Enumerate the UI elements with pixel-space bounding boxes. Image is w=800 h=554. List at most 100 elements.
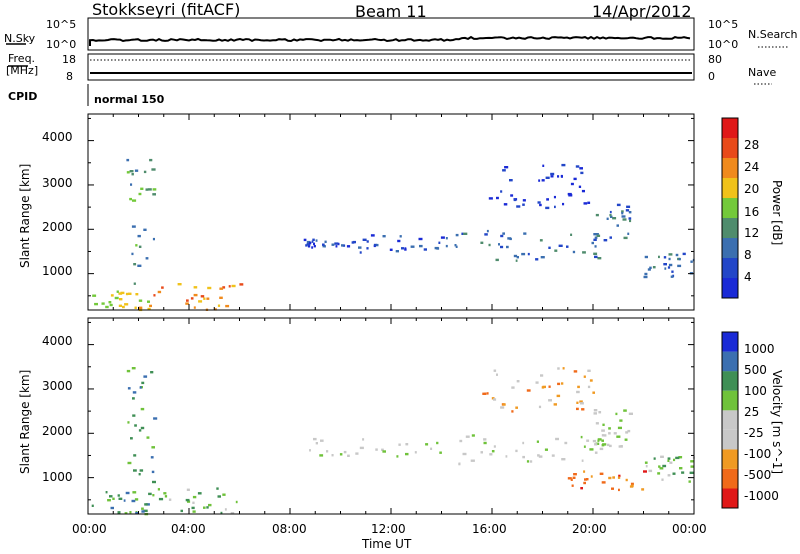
power-cbar-tick-16: 16 bbox=[744, 205, 760, 219]
echo-cell bbox=[618, 474, 621, 478]
echo-cell bbox=[613, 432, 617, 435]
echo-cell bbox=[190, 297, 194, 300]
echo-cell bbox=[622, 218, 627, 221]
echo-cell bbox=[608, 432, 611, 435]
echo-cell bbox=[592, 439, 597, 443]
velocity-colorbar-swatch bbox=[722, 390, 738, 411]
echo-cell bbox=[147, 307, 151, 311]
echo-cell bbox=[573, 370, 578, 373]
echo-cell bbox=[138, 299, 143, 302]
echo-cell bbox=[557, 367, 560, 370]
echo-cell bbox=[595, 442, 600, 445]
echo-cell bbox=[150, 371, 154, 374]
echo-cell bbox=[192, 495, 197, 499]
echo-cell bbox=[352, 240, 356, 244]
echo-cell bbox=[126, 369, 131, 373]
power-colorbar bbox=[721, 117, 739, 299]
echo-cell bbox=[331, 243, 335, 246]
echo-cell bbox=[163, 492, 167, 495]
echo-cell bbox=[558, 244, 563, 247]
echo-cell bbox=[425, 443, 429, 446]
echo-cell bbox=[621, 210, 624, 213]
echo-cell bbox=[623, 236, 628, 240]
echo-cell bbox=[500, 234, 504, 238]
noise-left-tick-top: 10^5 bbox=[46, 18, 77, 31]
echo-cell bbox=[334, 242, 339, 245]
echo-cell bbox=[491, 450, 495, 453]
echo-cell bbox=[606, 217, 609, 220]
echo-cell bbox=[589, 448, 594, 451]
power-heatmap-cells bbox=[92, 158, 695, 312]
echo-cell bbox=[594, 236, 598, 239]
echo-cell bbox=[594, 245, 597, 248]
echo-cell bbox=[593, 252, 598, 255]
echo-cell bbox=[560, 174, 563, 178]
echo-cell bbox=[198, 300, 203, 303]
echo-cell bbox=[608, 427, 611, 430]
echo-cell bbox=[653, 457, 656, 460]
echo-cell bbox=[455, 245, 458, 248]
noise-right-tick-top: 10^5 bbox=[708, 18, 739, 31]
velocity-cbar-tick-neg500: -500 bbox=[744, 468, 772, 482]
echo-cell bbox=[488, 243, 491, 247]
nave-label: Nave bbox=[748, 66, 777, 79]
echo-cell bbox=[576, 407, 579, 411]
echo-cell bbox=[483, 438, 487, 441]
echo-cell bbox=[561, 458, 566, 461]
echo-cell bbox=[579, 402, 584, 405]
echo-cell bbox=[537, 201, 541, 204]
echo-cell bbox=[538, 455, 543, 458]
echo-cell bbox=[576, 390, 580, 394]
echo-cell bbox=[580, 171, 584, 175]
echo-cell bbox=[583, 481, 586, 485]
echo-cell bbox=[153, 294, 156, 297]
echo-cell bbox=[548, 246, 551, 249]
echo-cell bbox=[423, 248, 427, 251]
echo-cell bbox=[109, 495, 113, 498]
echo-cell bbox=[355, 452, 359, 455]
echo-cell bbox=[610, 215, 613, 218]
echo-cell bbox=[648, 469, 653, 473]
echo-cell bbox=[617, 426, 622, 430]
power-colorbar-swatch bbox=[722, 218, 738, 238]
echo-cell bbox=[536, 440, 539, 443]
echo-cell bbox=[143, 170, 147, 174]
echo-cell bbox=[146, 436, 150, 439]
echo-cell bbox=[358, 246, 362, 249]
echo-cell bbox=[516, 205, 521, 208]
echo-cell bbox=[513, 198, 517, 202]
echo-cell bbox=[397, 239, 401, 243]
echo-cell bbox=[677, 264, 682, 268]
echo-cell bbox=[670, 275, 674, 278]
echo-cell bbox=[168, 498, 172, 501]
echo-cell bbox=[389, 248, 393, 251]
noise-right-tick-bottom: 10^0 bbox=[708, 38, 739, 51]
echo-cell bbox=[132, 414, 136, 417]
echo-cell bbox=[615, 412, 618, 416]
echo-cell bbox=[526, 460, 530, 463]
echo-cell bbox=[216, 487, 219, 490]
echo-cell bbox=[593, 409, 598, 412]
echo-cell bbox=[107, 499, 111, 502]
echo-cell bbox=[145, 188, 149, 191]
power-colorbar-frame bbox=[721, 117, 739, 299]
echo-cell bbox=[137, 234, 141, 238]
echo-cell bbox=[131, 367, 136, 370]
echo-cell bbox=[544, 448, 548, 451]
echo-cell bbox=[382, 450, 386, 453]
velocity-colorbar bbox=[721, 331, 739, 509]
beam-label: Beam 11 bbox=[355, 2, 427, 21]
echo-cell bbox=[500, 406, 505, 409]
echo-cell bbox=[572, 250, 576, 254]
echo-cell bbox=[554, 249, 558, 252]
echo-cell bbox=[462, 452, 467, 456]
echo-cell bbox=[582, 251, 586, 254]
echo-cell bbox=[138, 429, 142, 432]
echo-cell bbox=[581, 189, 585, 193]
noise-panel-frame bbox=[87, 17, 695, 51]
echo-cell bbox=[681, 471, 685, 474]
echo-cell bbox=[548, 399, 552, 402]
echo-cell bbox=[147, 300, 150, 303]
echo-cell bbox=[141, 381, 145, 385]
echo-cell bbox=[510, 194, 514, 197]
